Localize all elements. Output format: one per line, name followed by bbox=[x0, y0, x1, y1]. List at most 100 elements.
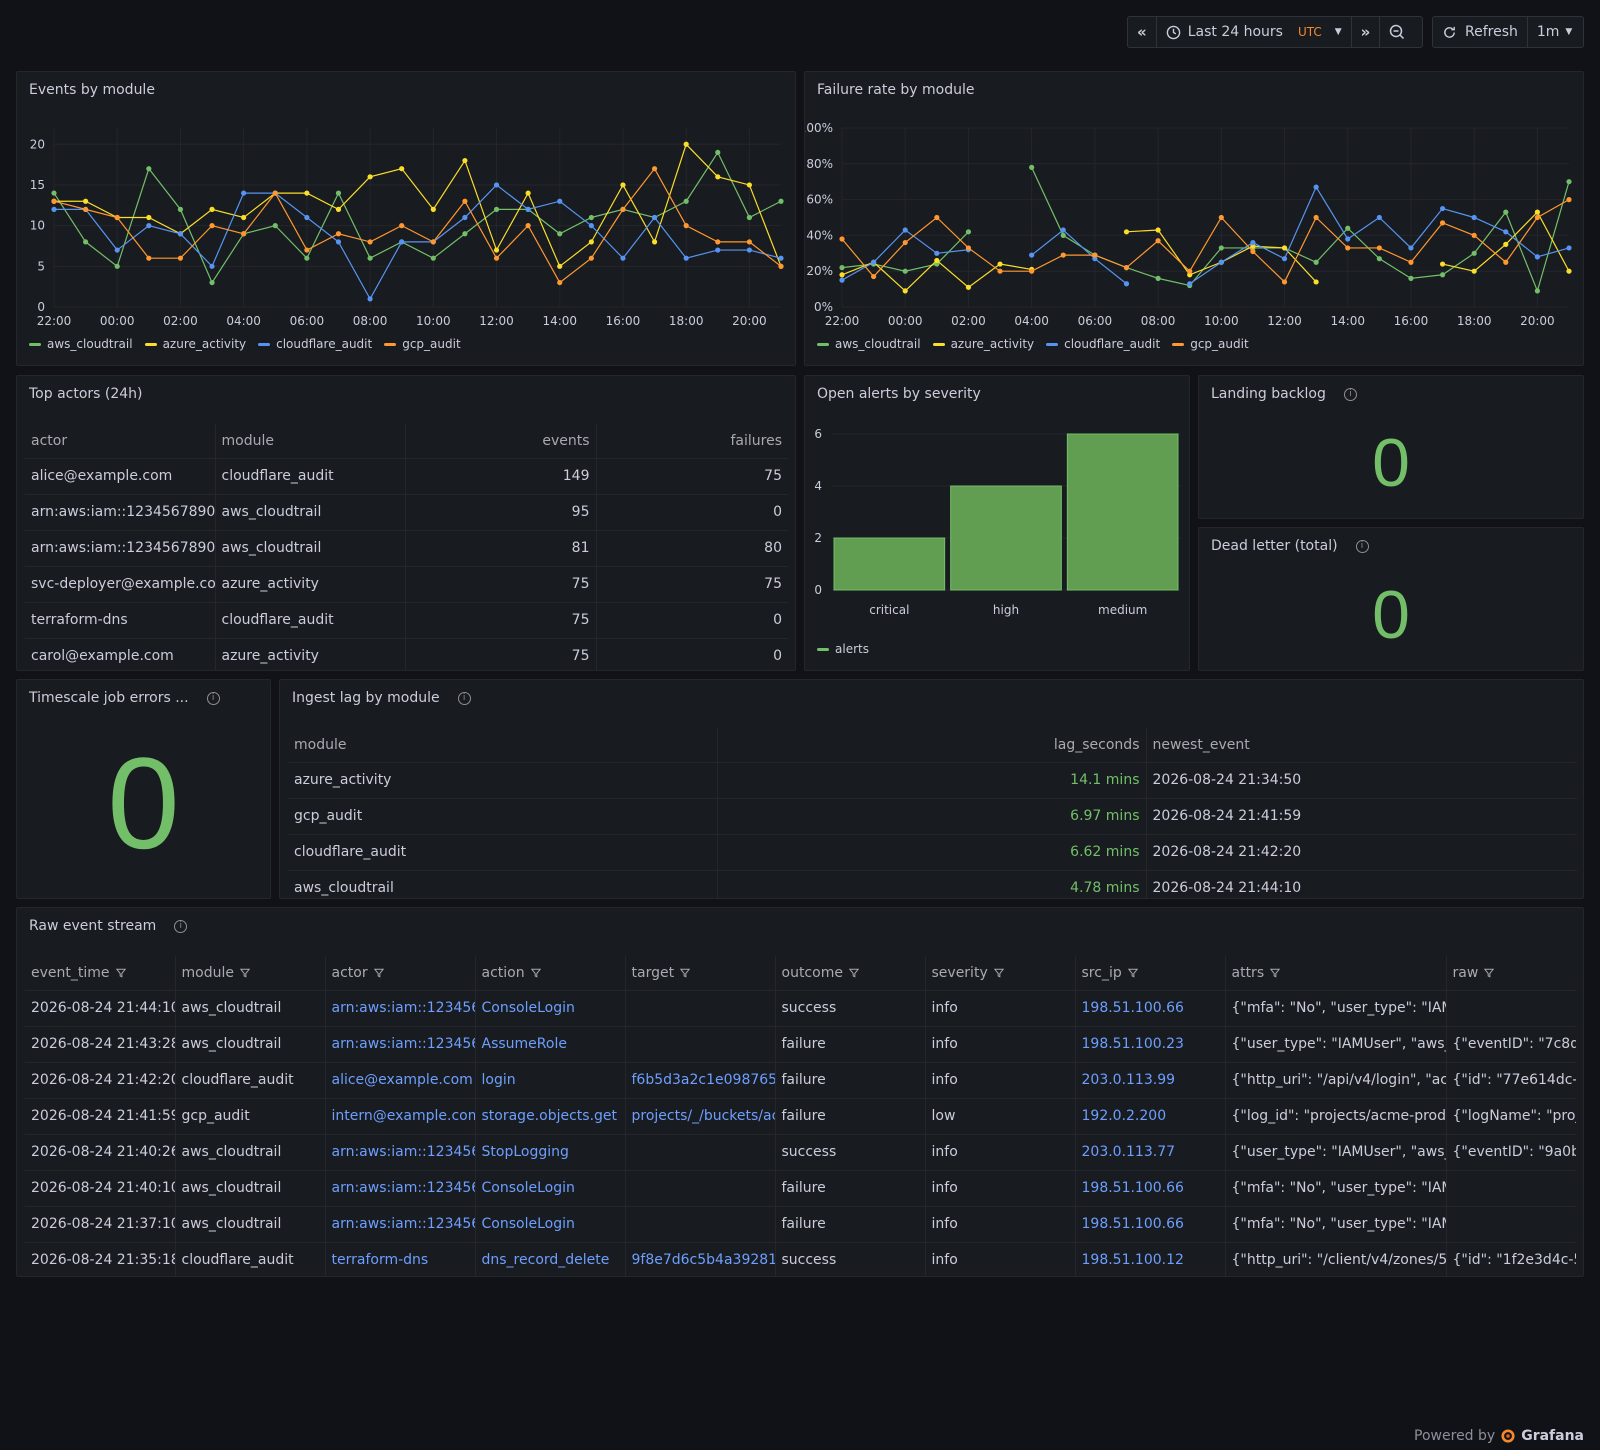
cell-actor[interactable]: arn:aws:iam::123456789012 bbox=[325, 1206, 476, 1243]
cell-actor[interactable]: arn:aws:iam::123456789012 bbox=[325, 1026, 476, 1063]
cell-target bbox=[625, 990, 776, 1027]
column-header[interactable]: module bbox=[215, 424, 406, 459]
cell-attrs: {"log_id": "projects/acme-prod/logs"} bbox=[1225, 1098, 1447, 1135]
panel-timescale-errors: Timescale job errors ... i 0 bbox=[16, 679, 271, 899]
legend-item[interactable]: azure_activity bbox=[932, 337, 1034, 351]
legend-item[interactable]: cloudflare_audit bbox=[258, 337, 372, 351]
cell-actor[interactable]: alice@example.com bbox=[325, 1062, 476, 1099]
cell-actor[interactable]: arn:aws:iam::123456789012 bbox=[325, 1134, 476, 1171]
column-header[interactable]: severity bbox=[925, 956, 1076, 991]
cell-action[interactable]: StopLogging bbox=[475, 1134, 626, 1171]
cell-module: cloudflare_audit bbox=[175, 1242, 326, 1276]
filter-icon[interactable] bbox=[680, 968, 691, 978]
column-header[interactable]: outcome bbox=[775, 956, 926, 991]
cell-action[interactable]: storage.objects.get bbox=[475, 1098, 626, 1135]
filter-icon[interactable] bbox=[115, 968, 126, 978]
column-header[interactable]: actor bbox=[25, 424, 216, 459]
cell-src-ip[interactable]: 198.51.100.66 bbox=[1075, 990, 1226, 1027]
filter-icon[interactable] bbox=[373, 968, 384, 978]
x-tick-label: medium bbox=[1098, 603, 1147, 617]
info-icon[interactable]: i bbox=[457, 691, 471, 705]
filter-icon[interactable] bbox=[848, 968, 859, 978]
filter-icon[interactable] bbox=[530, 968, 541, 978]
cell-attrs: {"mfa": "No", "user_type": "IAMUser"} bbox=[1225, 1206, 1447, 1243]
cell-failures: 75 bbox=[596, 458, 788, 495]
cell-src-ip[interactable]: 198.51.100.66 bbox=[1075, 1170, 1226, 1207]
cell-outcome: failure bbox=[775, 1026, 926, 1063]
column-header[interactable]: newest_event bbox=[1146, 728, 1577, 763]
cell-action[interactable]: login bbox=[475, 1062, 626, 1099]
cell-target[interactable]: projects/_/buckets/acme bbox=[625, 1098, 776, 1135]
cell-attrs: {"mfa": "No", "user_type": "IAMUser"} bbox=[1225, 1170, 1447, 1207]
cell-actor[interactable]: terraform-dns bbox=[325, 1242, 476, 1276]
x-tick-label: 22:00 bbox=[37, 314, 72, 328]
column-header[interactable]: failures bbox=[596, 424, 788, 459]
cell-outcome: failure bbox=[775, 1206, 926, 1243]
column-header[interactable]: attrs bbox=[1225, 956, 1447, 991]
cell-action[interactable]: ConsoleLogin bbox=[475, 990, 626, 1027]
zoom-out-button[interactable] bbox=[1380, 17, 1414, 47]
cell-actor[interactable]: arn:aws:iam::123456789012 bbox=[325, 990, 476, 1027]
filter-icon[interactable] bbox=[239, 968, 250, 978]
filter-icon[interactable] bbox=[1127, 968, 1138, 978]
table-row: 2026-08-24 21:41:59 gcp_audit intern@examp… bbox=[25, 1098, 1576, 1135]
time-forward-button[interactable]: » bbox=[1352, 17, 1381, 47]
column-header[interactable]: event_time bbox=[25, 956, 176, 991]
cell-src-ip[interactable]: 203.0.113.99 bbox=[1075, 1062, 1226, 1099]
cell-src-ip[interactable]: 198.51.100.66 bbox=[1075, 1206, 1226, 1243]
filter-icon[interactable] bbox=[1270, 968, 1281, 978]
legend-item[interactable]: aws_cloudtrail bbox=[817, 337, 921, 351]
column-header[interactable]: lag_seconds bbox=[717, 728, 1147, 763]
column-header[interactable]: events bbox=[405, 424, 597, 459]
refresh-interval-picker[interactable]: 1m ▼ bbox=[1528, 17, 1581, 47]
legend-item[interactable]: gcp_audit bbox=[1172, 337, 1249, 351]
filter-icon[interactable] bbox=[1484, 968, 1495, 978]
y-tick-label: 2 bbox=[814, 531, 822, 545]
table-row: alice@example.com cloudflare_audit 149 75 bbox=[25, 458, 788, 495]
top-actors-table: actor module events failures alice@examp… bbox=[25, 424, 788, 670]
column-header[interactable]: target bbox=[625, 956, 776, 991]
info-icon[interactable]: i bbox=[1343, 387, 1357, 401]
cell-src-ip[interactable]: 192.0.2.200 bbox=[1075, 1098, 1226, 1135]
cell-actor[interactable]: arn:aws:iam::123456789012 bbox=[325, 1170, 476, 1207]
legend-item[interactable]: gcp_audit bbox=[384, 337, 461, 351]
legend-item[interactable]: azure_activity bbox=[144, 337, 246, 351]
column-header[interactable]: src_ip bbox=[1075, 956, 1226, 991]
cell-attrs: {"user_type": "IAMUser", "aws_region"} bbox=[1225, 1026, 1447, 1063]
column-header[interactable]: module bbox=[175, 956, 326, 991]
cell-action[interactable]: dns_record_delete bbox=[475, 1242, 626, 1276]
cell-target[interactable]: 9f8e7d6c5b4a39281706 bbox=[625, 1242, 776, 1276]
filter-icon-shape bbox=[680, 968, 691, 978]
y-tick-label: 0 bbox=[814, 583, 822, 597]
column-header[interactable]: module bbox=[288, 728, 718, 763]
time-back-button[interactable]: « bbox=[1128, 17, 1157, 47]
cell-actor[interactable]: intern@example.com bbox=[325, 1098, 476, 1135]
cell-event-time: 2026-08-24 21:37:10 bbox=[25, 1206, 176, 1243]
time-range-picker[interactable]: Last 24 hours UTC ▼ bbox=[1157, 17, 1352, 47]
y-tick-label: 5 bbox=[37, 259, 45, 273]
info-icon[interactable]: i bbox=[206, 691, 220, 705]
legend-item[interactable]: cloudflare_audit bbox=[1046, 337, 1160, 351]
legend-item[interactable]: alerts bbox=[817, 642, 869, 656]
refresh-interval-label: 1m bbox=[1536, 24, 1560, 40]
refresh-button[interactable]: Refresh bbox=[1433, 17, 1528, 47]
filter-icon[interactable] bbox=[993, 968, 1004, 978]
cell-src-ip[interactable]: 198.51.100.23 bbox=[1075, 1026, 1226, 1063]
cell-target[interactable]: f6b5d3a2c1e098765432 bbox=[625, 1062, 776, 1099]
column-header[interactable]: action bbox=[475, 956, 626, 991]
cell-src-ip[interactable]: 203.0.113.77 bbox=[1075, 1134, 1226, 1171]
cell-src-ip[interactable]: 198.51.100.12 bbox=[1075, 1242, 1226, 1276]
cell-action[interactable]: AssumeRole bbox=[475, 1026, 626, 1063]
column-header[interactable]: actor bbox=[325, 956, 476, 991]
cell-lag: 6.62 mins bbox=[717, 834, 1147, 871]
x-tick-label: 14:00 bbox=[1330, 314, 1365, 328]
legend-item[interactable]: aws_cloudtrail bbox=[29, 337, 133, 351]
cell-action[interactable]: ConsoleLogin bbox=[475, 1206, 626, 1243]
info-icon[interactable]: i bbox=[1355, 539, 1369, 553]
column-header[interactable]: raw bbox=[1446, 956, 1576, 991]
y-tick-label: 60% bbox=[806, 193, 833, 207]
table-row: 2026-08-24 21:40:10 aws_cloudtrail arn:aws… bbox=[25, 1170, 1576, 1207]
panel-title: Top actors (24h) bbox=[29, 386, 143, 402]
cell-action[interactable]: ConsoleLogin bbox=[475, 1170, 626, 1207]
info-icon[interactable]: i bbox=[174, 919, 188, 933]
